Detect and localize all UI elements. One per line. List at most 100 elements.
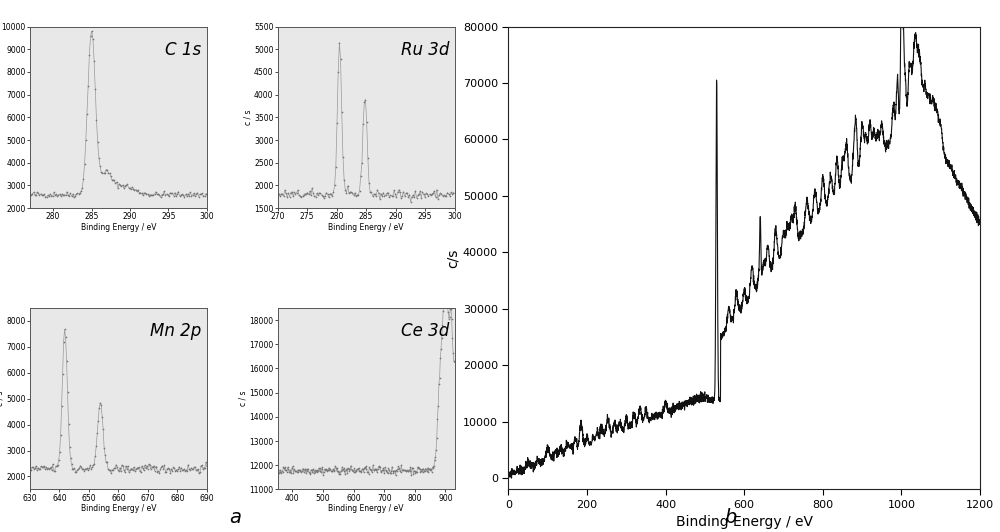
Point	[349, 190, 365, 199]
Point	[172, 467, 188, 475]
Point	[50, 461, 66, 469]
Point	[434, 333, 450, 342]
Point	[353, 171, 369, 180]
Point	[149, 190, 165, 198]
Point	[420, 192, 436, 200]
Point	[392, 467, 408, 475]
Point	[104, 176, 120, 184]
Point	[304, 184, 320, 193]
Point	[311, 189, 327, 197]
Text: a: a	[229, 508, 241, 527]
Point	[116, 184, 132, 193]
Point	[120, 462, 136, 470]
Point	[395, 187, 411, 196]
Point	[416, 466, 432, 475]
Point	[99, 165, 115, 174]
Point	[112, 463, 128, 472]
Point	[353, 467, 369, 475]
Point	[376, 469, 392, 478]
Point	[418, 189, 434, 198]
Point	[184, 464, 200, 473]
X-axis label: Binding Energy / eV: Binding Energy / eV	[676, 516, 813, 529]
Point	[413, 194, 429, 202]
Point	[81, 51, 97, 59]
Point	[189, 466, 205, 474]
Point	[326, 466, 342, 474]
Point	[345, 467, 361, 475]
Point	[366, 466, 382, 474]
Point	[367, 190, 383, 198]
Point	[276, 464, 292, 472]
Point	[380, 188, 396, 197]
Point	[27, 464, 43, 473]
Point	[125, 185, 141, 193]
Point	[410, 464, 426, 472]
Point	[305, 189, 321, 197]
Point	[189, 188, 205, 197]
Point	[104, 466, 120, 474]
Point	[144, 191, 160, 200]
Point	[65, 190, 81, 198]
Point	[135, 190, 151, 199]
Point	[375, 188, 391, 197]
Point	[79, 110, 95, 118]
Point	[447, 189, 463, 197]
Point	[157, 190, 173, 199]
Point	[356, 98, 372, 106]
Point	[57, 325, 73, 334]
Point	[271, 189, 287, 198]
Point	[132, 188, 148, 197]
Point	[442, 192, 458, 201]
Point	[400, 467, 416, 476]
Point	[291, 191, 307, 200]
Point	[285, 192, 301, 201]
Y-axis label: c / s: c / s	[0, 391, 5, 406]
Point	[403, 471, 419, 479]
Point	[392, 188, 408, 196]
Point	[56, 190, 72, 199]
Point	[412, 187, 428, 195]
Point	[342, 188, 358, 196]
Point	[52, 447, 68, 456]
Point	[359, 467, 375, 476]
Point	[368, 465, 384, 473]
Point	[344, 189, 360, 197]
Point	[368, 466, 384, 474]
Point	[341, 189, 357, 197]
Point	[153, 193, 169, 201]
Point	[297, 464, 313, 473]
Point	[315, 471, 331, 479]
Point	[357, 463, 373, 472]
Point	[366, 466, 382, 474]
Point	[107, 179, 123, 188]
Point	[159, 464, 175, 473]
Point	[147, 467, 163, 475]
Point	[297, 466, 313, 474]
Point	[437, 284, 453, 293]
Point	[312, 189, 328, 198]
Point	[86, 459, 102, 468]
Point	[110, 466, 126, 474]
Point	[302, 469, 318, 478]
Point	[333, 467, 349, 475]
Point	[382, 191, 398, 200]
Point	[197, 192, 213, 201]
Point	[389, 466, 405, 475]
Point	[152, 465, 168, 473]
Point	[399, 188, 415, 197]
Point	[66, 193, 82, 202]
Point	[332, 469, 348, 478]
Point	[123, 464, 139, 473]
Point	[56, 337, 72, 346]
Point	[275, 462, 291, 471]
Point	[111, 180, 127, 188]
Point	[326, 467, 342, 475]
Point	[405, 470, 421, 478]
Point	[440, 307, 456, 316]
Point	[69, 466, 85, 475]
Point	[327, 181, 343, 189]
Point	[140, 190, 156, 198]
Point	[42, 190, 58, 198]
Point	[198, 189, 214, 198]
Y-axis label: c/s: c/s	[446, 248, 460, 268]
